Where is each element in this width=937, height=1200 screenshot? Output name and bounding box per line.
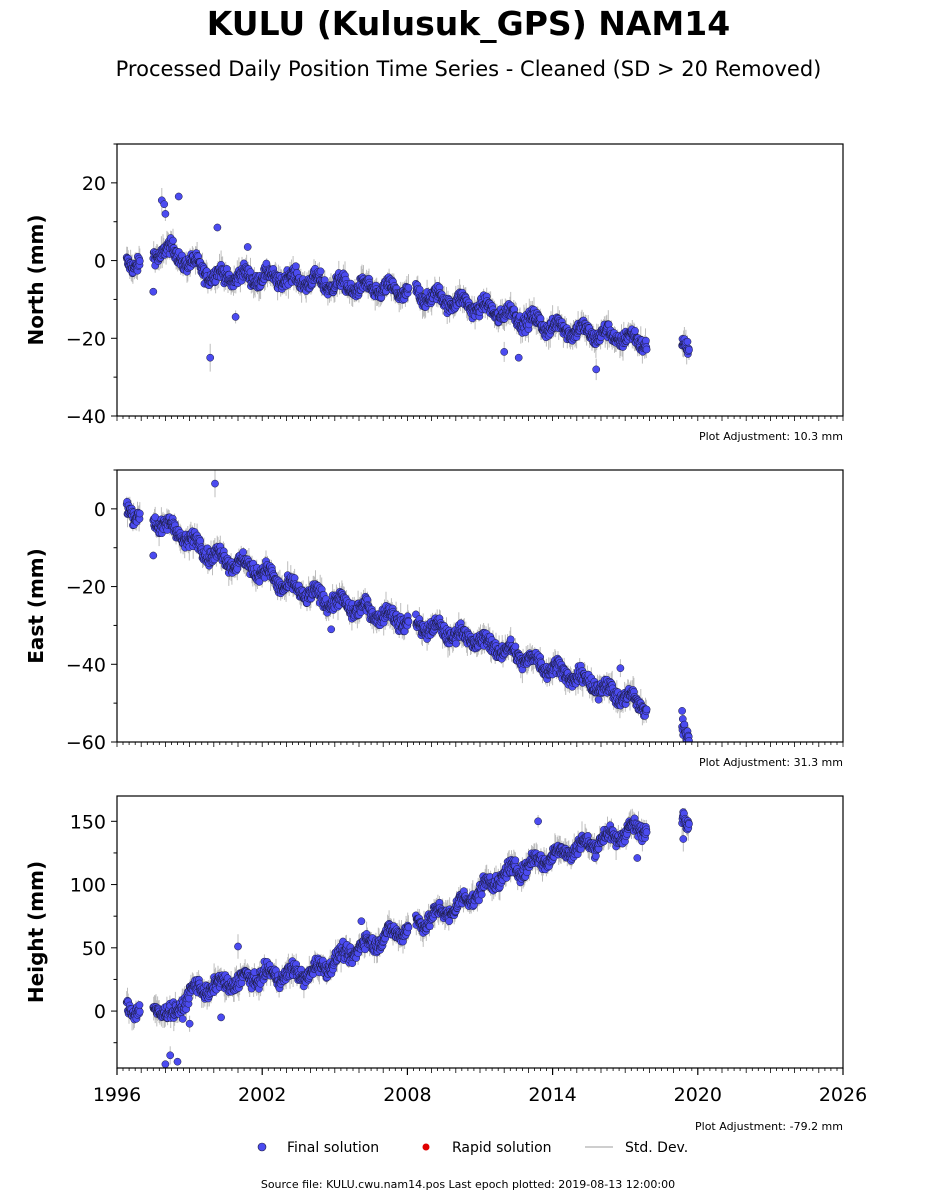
data-point bbox=[231, 313, 240, 321]
data-point bbox=[327, 625, 336, 634]
data-point bbox=[631, 327, 639, 335]
data-point bbox=[239, 548, 247, 556]
data-point bbox=[174, 192, 183, 201]
data-point bbox=[169, 236, 177, 245]
data-point bbox=[592, 365, 601, 374]
data-point bbox=[685, 346, 693, 354]
data-point bbox=[404, 283, 413, 292]
panel-plot-area bbox=[122, 807, 693, 1068]
y-tick-label: 20 bbox=[82, 173, 106, 195]
y-tick-label: −40 bbox=[66, 406, 106, 428]
panel-plot-area bbox=[122, 188, 693, 381]
data-point bbox=[683, 337, 692, 346]
chart-subtitle: Processed Daily Position Time Series - C… bbox=[115, 57, 822, 81]
data-point bbox=[211, 479, 219, 488]
final-solution-points bbox=[122, 192, 693, 374]
data-point bbox=[500, 348, 509, 356]
data-point bbox=[452, 639, 460, 648]
data-point bbox=[642, 336, 650, 345]
y-axis-label: East (mm) bbox=[24, 548, 48, 664]
data-point bbox=[511, 642, 520, 651]
data-point bbox=[536, 314, 545, 323]
data-point bbox=[135, 1007, 144, 1016]
data-point bbox=[206, 353, 215, 362]
data-point bbox=[161, 210, 170, 218]
y-axis-label: North (mm) bbox=[24, 214, 48, 345]
panel-plot-area bbox=[122, 470, 693, 742]
data-point bbox=[255, 577, 264, 586]
data-point bbox=[678, 707, 686, 715]
data-point bbox=[616, 664, 625, 673]
data-point bbox=[196, 537, 205, 545]
data-point bbox=[642, 345, 651, 354]
y-tick-label: −60 bbox=[66, 732, 106, 754]
data-point bbox=[135, 257, 144, 265]
data-point bbox=[404, 617, 413, 626]
plot-adjustment-note: Plot Adjustment: 31.3 mm bbox=[699, 756, 843, 769]
chart-title: KULU (Kulusuk_GPS) NAM14 bbox=[206, 4, 731, 43]
data-point bbox=[415, 285, 424, 294]
data-point bbox=[506, 635, 515, 644]
y-tick-label: −20 bbox=[66, 577, 106, 599]
data-point bbox=[594, 695, 603, 704]
final-solution-points bbox=[122, 479, 693, 742]
data-point bbox=[160, 200, 169, 209]
data-point bbox=[135, 509, 144, 518]
panel-1: −40 −20 0 20 North (mm) Plot Adjustment: 10.3… bbox=[24, 143, 844, 443]
data-point bbox=[213, 223, 222, 232]
data-point bbox=[316, 267, 325, 276]
data-point bbox=[135, 1001, 144, 1009]
panel-2: −60 −40 −20 0 East (mm) Plot Adjustment: 31.3… bbox=[24, 469, 844, 769]
data-point bbox=[149, 287, 158, 296]
y-tick-label: 0 bbox=[94, 251, 106, 273]
data-point bbox=[514, 353, 523, 362]
y-tick-label: −20 bbox=[66, 328, 106, 350]
chart-panels: −40 −20 0 20 North (mm) Plot Adjustment: 10.3… bbox=[24, 143, 867, 1133]
data-point bbox=[685, 737, 693, 742]
final-solution-points bbox=[122, 808, 693, 1068]
data-point bbox=[243, 243, 252, 251]
y-tick-label: 0 bbox=[94, 499, 106, 521]
data-point bbox=[149, 551, 158, 560]
y-tick-label: −40 bbox=[66, 654, 106, 676]
panel-frame bbox=[116, 469, 844, 743]
data-point bbox=[291, 262, 300, 271]
data-point bbox=[642, 705, 651, 714]
plot-adjustment-note: Plot Adjustment: 10.3 mm bbox=[699, 430, 843, 443]
